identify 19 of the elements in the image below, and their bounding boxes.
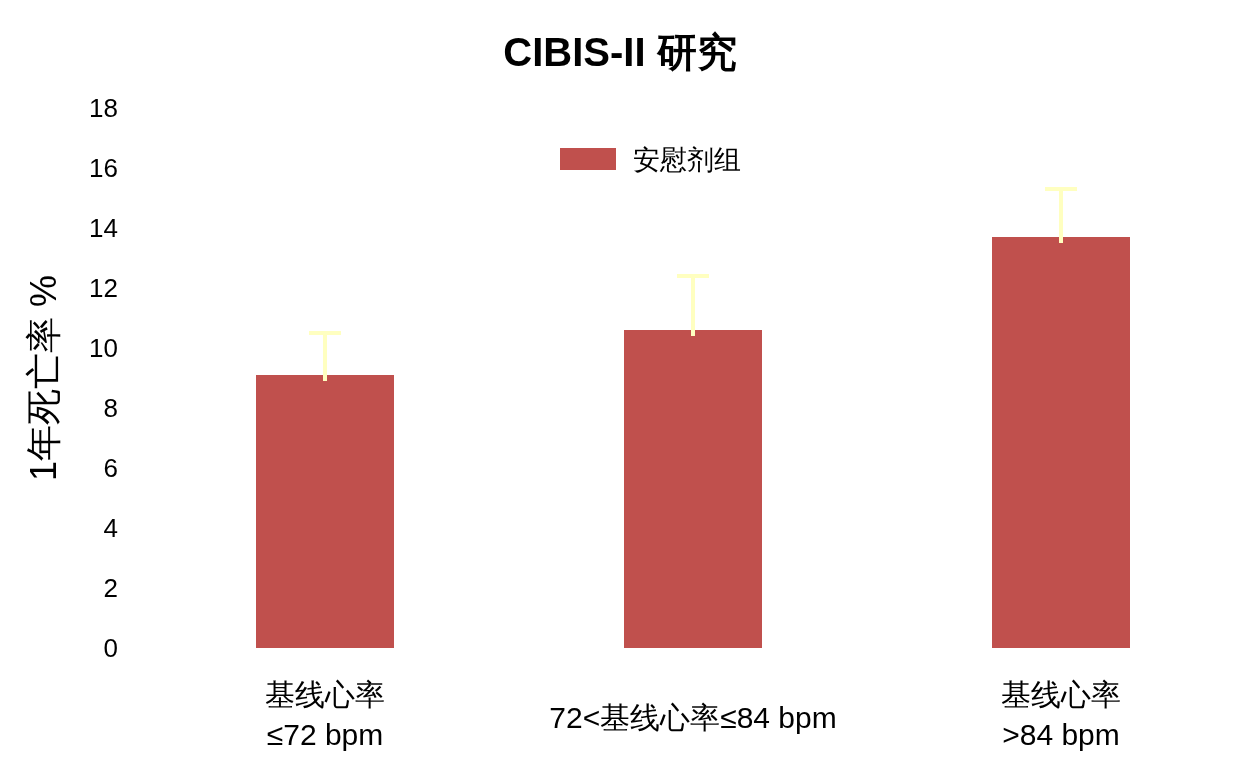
bar (624, 330, 762, 648)
bar (992, 237, 1130, 648)
y-tick-label: 18 (89, 93, 118, 123)
chart-title: CIBIS-II 研究 (503, 30, 737, 74)
y-tick-label: 6 (103, 453, 118, 483)
x-tick-label: 72<基线心率≤84 bpm (549, 701, 837, 734)
y-axis-title: 1年死亡率 % (23, 274, 64, 482)
y-tick-label: 16 (89, 153, 118, 183)
x-tick-label: 基线心率 >84 bpm (1001, 678, 1121, 751)
legend-label: 安慰剂组 (633, 145, 741, 175)
y-tick-label: 14 (89, 213, 118, 243)
bar (256, 375, 394, 648)
x-tick-label: 基线心率 ≤72 bpm (265, 678, 385, 751)
y-tick-label: 12 (89, 273, 118, 303)
y-tick-label: 8 (103, 393, 118, 423)
y-tick-label: 2 (103, 573, 118, 603)
y-tick-label: 0 (103, 633, 118, 663)
y-tick-label: 10 (89, 333, 118, 363)
y-tick-label: 4 (103, 513, 118, 543)
